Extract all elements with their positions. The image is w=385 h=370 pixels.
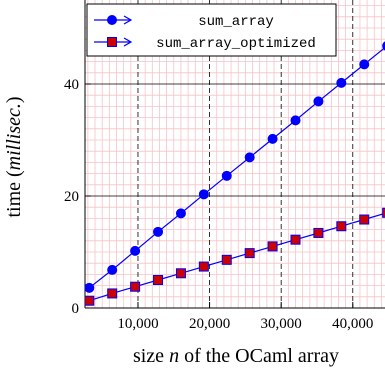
data-point bbox=[267, 241, 278, 252]
data-point bbox=[336, 221, 347, 232]
legend-label: sum_array bbox=[198, 14, 274, 30]
data-point bbox=[382, 41, 385, 51]
data-point bbox=[313, 227, 324, 238]
data-point bbox=[221, 254, 232, 265]
data-point bbox=[130, 245, 141, 256]
data-point bbox=[221, 170, 232, 181]
data-point bbox=[198, 261, 209, 272]
legend-entry-sum-array-optimized: sum_array_optimized bbox=[94, 36, 316, 52]
x-tick-label: 20,000 bbox=[189, 316, 230, 332]
y-tick-label: 20 bbox=[64, 189, 79, 205]
data-point bbox=[244, 248, 255, 259]
data-point bbox=[175, 268, 186, 279]
legend-arrow bbox=[123, 15, 133, 25]
data-point bbox=[153, 275, 164, 285]
legend-marker-circle bbox=[107, 15, 117, 25]
legend-arrow bbox=[123, 37, 133, 47]
data-point bbox=[130, 281, 141, 292]
y-axis-label: time (millisec.) bbox=[3, 96, 25, 217]
data-point bbox=[244, 152, 255, 163]
data-point bbox=[85, 295, 95, 306]
data-point bbox=[107, 264, 118, 275]
x-axis-label: size n of the OCaml array bbox=[133, 345, 339, 367]
y-tick-label: 0 bbox=[72, 301, 80, 317]
data-point bbox=[290, 234, 301, 245]
tick-labels: 10,000 20,000 30,000 40,000 0 20 40 bbox=[64, 77, 373, 332]
data-point bbox=[313, 96, 324, 107]
x-tick-label: 40,000 bbox=[332, 316, 373, 332]
legend: sum_array sum_array_optimized bbox=[86, 3, 337, 57]
data-point bbox=[153, 226, 164, 237]
data-point bbox=[175, 208, 186, 219]
data-point bbox=[85, 282, 95, 293]
series-sum-array bbox=[85, 41, 385, 293]
data-point bbox=[267, 133, 278, 144]
legend-label: sum_array_optimized bbox=[156, 36, 316, 52]
x-tick-label: 30,000 bbox=[261, 316, 302, 332]
series-sum-array-optimized bbox=[85, 207, 385, 306]
data-point bbox=[359, 214, 370, 225]
data-point bbox=[107, 288, 118, 299]
axes bbox=[84, 0, 385, 309]
x-tick-label: 10,000 bbox=[117, 316, 158, 332]
legend-box bbox=[86, 3, 337, 57]
series-layer bbox=[85, 41, 385, 306]
data-point bbox=[336, 77, 347, 88]
data-point bbox=[198, 189, 209, 200]
y-tick-label: 40 bbox=[64, 77, 79, 93]
legend-marker-square bbox=[107, 37, 117, 47]
data-point bbox=[290, 115, 301, 126]
data-point bbox=[359, 59, 370, 70]
data-point bbox=[382, 207, 385, 218]
legend-entry-sum-array: sum_array bbox=[94, 14, 274, 30]
